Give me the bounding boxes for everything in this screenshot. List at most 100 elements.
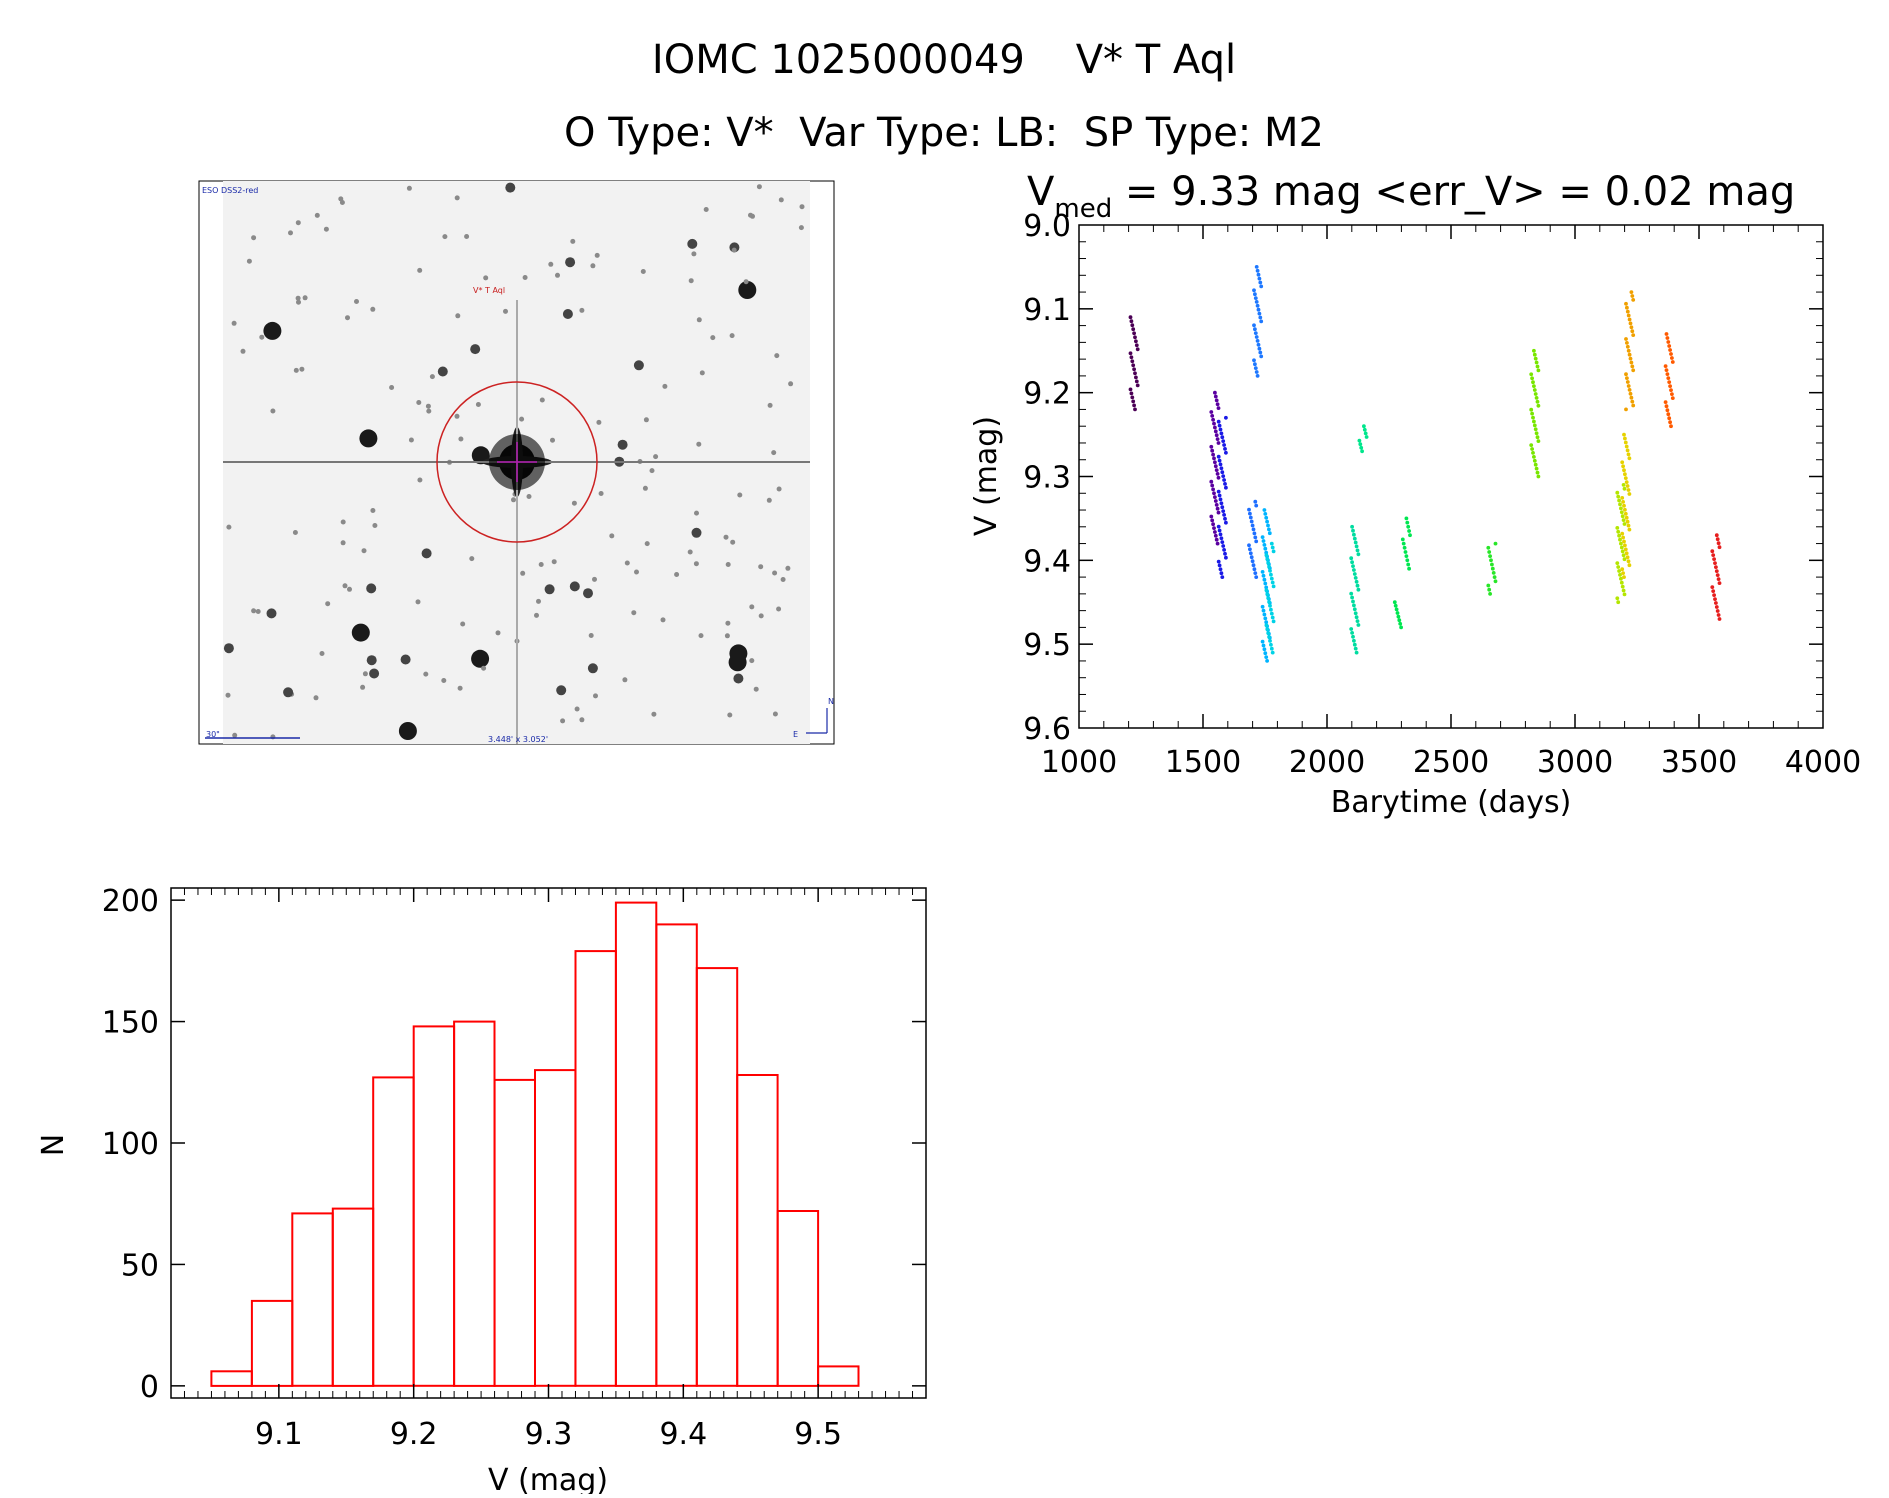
data-point [1403, 550, 1408, 554]
star [505, 182, 516, 193]
data-point [1132, 331, 1136, 336]
finder-chart: ESO DSS2-red V* T Aql 30" 3.448' x 3.052… [198, 180, 835, 745]
data-point [1714, 533, 1719, 538]
data-point [1270, 580, 1275, 585]
data-point [1135, 383, 1140, 388]
star [464, 234, 470, 239]
data-point [1625, 376, 1629, 380]
star [660, 617, 666, 623]
data-point [1264, 623, 1269, 628]
data-point [1670, 392, 1674, 396]
star [737, 492, 743, 498]
data-point [1404, 516, 1409, 521]
data-point [1352, 532, 1356, 537]
data-point [1664, 404, 1669, 409]
data-point [1223, 447, 1227, 451]
y-tick-label: 9.3 [1023, 461, 1071, 496]
light-curve-points [1128, 265, 1722, 663]
data-point [1224, 485, 1228, 490]
x-tick-label: 9.1 [255, 1417, 303, 1452]
data-point [1625, 555, 1630, 560]
data-point [1213, 425, 1217, 430]
point-cluster [1216, 415, 1228, 579]
star [774, 353, 780, 359]
data-point [1212, 491, 1216, 496]
data-point [1217, 493, 1222, 498]
data-point [1250, 559, 1255, 564]
data-point [1224, 415, 1228, 420]
data-point [1264, 553, 1269, 558]
data-point [1209, 514, 1214, 519]
data-point [1624, 301, 1628, 306]
data-point [1625, 484, 1630, 488]
data-point [1488, 592, 1492, 596]
star [417, 477, 423, 483]
data-point [1627, 492, 1632, 496]
data-point [1220, 540, 1225, 544]
data-point [1214, 503, 1219, 507]
star [730, 539, 736, 545]
data-point [1405, 558, 1410, 563]
data-point [1670, 396, 1675, 400]
data-point [1717, 545, 1722, 550]
star [455, 313, 461, 319]
point-cluster [1252, 265, 1264, 378]
star [642, 485, 648, 491]
data-point [1133, 371, 1137, 376]
data-point [1630, 329, 1635, 334]
target-aperture-circle [436, 381, 598, 543]
data-point [1213, 460, 1217, 465]
star [398, 722, 417, 740]
histogram-bar [574, 950, 617, 1387]
data-point [1271, 619, 1276, 624]
data-point [1667, 380, 1672, 384]
data-point [1350, 631, 1354, 635]
data-point [1254, 265, 1259, 269]
star [688, 278, 694, 284]
star [295, 220, 301, 226]
data-point [1256, 307, 1261, 312]
data-point [1400, 537, 1405, 542]
data-point [1209, 410, 1214, 414]
data-point [1269, 572, 1273, 577]
data-point [1218, 462, 1223, 467]
data-point [1406, 524, 1411, 529]
data-point [1359, 445, 1364, 450]
data-point [1615, 561, 1620, 565]
data-point [1713, 561, 1717, 565]
x-tick-label: 9.2 [390, 1417, 438, 1452]
histogram-bar [250, 1299, 294, 1387]
data-point [1493, 579, 1498, 584]
data-point [1220, 505, 1225, 510]
star [643, 417, 649, 423]
data-point [1265, 519, 1269, 524]
data-point [1669, 352, 1673, 356]
point-cluster [1247, 499, 1259, 579]
data-point [1620, 531, 1625, 536]
data-point [1216, 489, 1221, 494]
star [729, 644, 748, 663]
data-point [1710, 549, 1715, 554]
star [345, 315, 350, 321]
star [723, 534, 729, 540]
x-tick-label: 2000 [1289, 745, 1365, 780]
star [592, 576, 597, 582]
data-point [1623, 476, 1628, 480]
data-point [1664, 368, 1669, 372]
histogram-bar [817, 1365, 860, 1387]
data-point [1213, 464, 1218, 469]
histogram-bar [736, 1074, 779, 1387]
x-tick-label: 9.4 [659, 1417, 707, 1452]
data-point [1252, 323, 1256, 328]
data-point [1220, 435, 1225, 440]
data-point [1622, 592, 1627, 597]
data-point [1262, 577, 1267, 582]
x-tick-label: 9.3 [525, 1417, 573, 1452]
data-point [1223, 482, 1227, 486]
data-point [1265, 557, 1270, 561]
data-point [1270, 650, 1275, 655]
data-point [1216, 419, 1221, 424]
data-point [1128, 387, 1133, 392]
histogram-bar [614, 901, 658, 1387]
data-point [1217, 423, 1222, 428]
